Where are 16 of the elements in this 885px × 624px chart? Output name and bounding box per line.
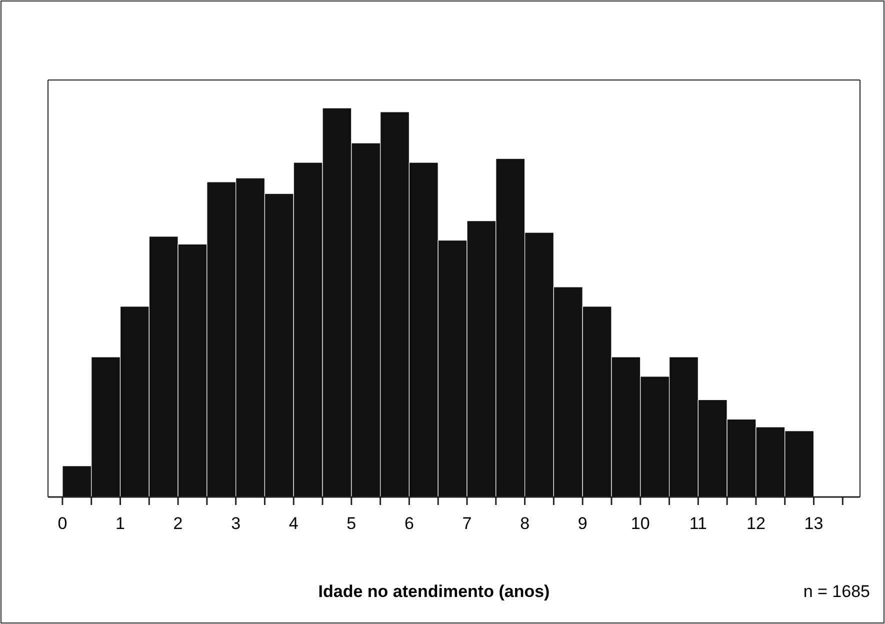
x-tick-label: 13 [804, 514, 824, 533]
x-tick-label: 4 [288, 514, 298, 533]
x-tick-label: 10 [630, 514, 650, 533]
x-tick-label: 7 [462, 514, 472, 533]
x-tick-label: 11 [689, 514, 708, 533]
x-tick-label: 6 [404, 514, 414, 533]
x-tick-label: 0 [58, 514, 68, 533]
x-tick-label: 3 [231, 514, 241, 533]
x-tick-label: 12 [746, 514, 766, 533]
x-tick-label: 8 [520, 514, 530, 533]
x-axis-title: Idade no atendimento (anos) [318, 582, 550, 601]
x-tick-label: 2 [173, 514, 183, 533]
x-tick-label: 1 [116, 514, 125, 533]
text: n = 1685 [803, 582, 870, 601]
x-tick-label: 9 [578, 514, 588, 533]
x-tick-label: 5 [346, 514, 356, 533]
